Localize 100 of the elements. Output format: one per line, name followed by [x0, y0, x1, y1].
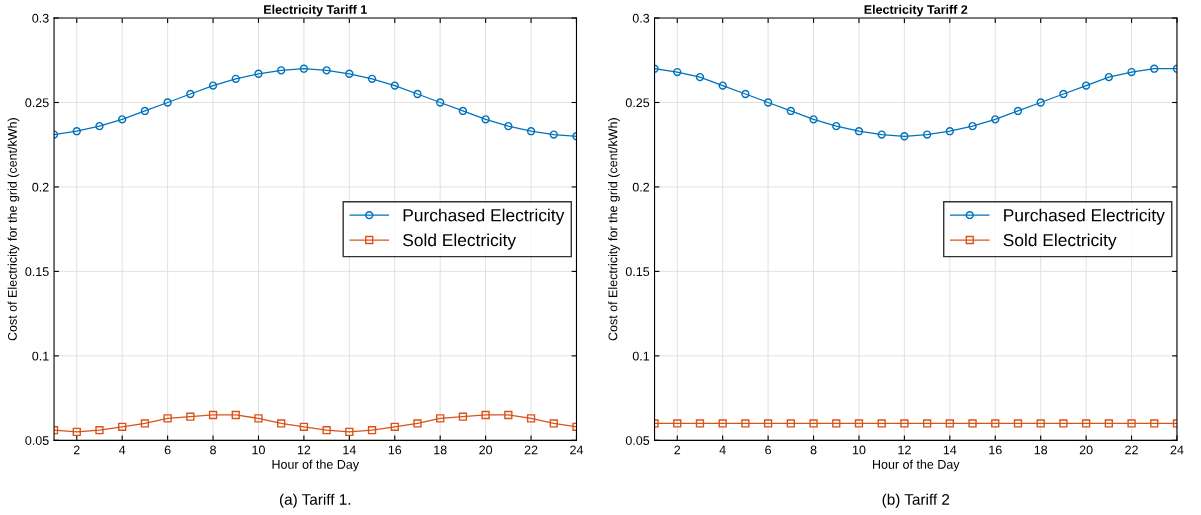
y-tick-label: 0.3 — [32, 13, 49, 23]
point — [900, 419, 909, 428]
y-tick-label: 0.15 — [625, 267, 650, 277]
point — [1036, 98, 1045, 107]
legend-label: Sold Electricity — [1003, 233, 1117, 250]
point — [118, 422, 127, 431]
point — [163, 414, 172, 423]
y-tick-label: 0.15 — [25, 267, 49, 277]
point — [991, 115, 1000, 124]
point — [786, 106, 795, 116]
point — [854, 127, 864, 136]
y-tick-label: 0.25 — [625, 98, 650, 108]
point — [390, 81, 399, 90]
point — [549, 130, 558, 139]
x-tick-label: 14 — [343, 445, 356, 455]
x-tick-label: 8 — [210, 445, 216, 455]
point — [458, 412, 468, 421]
y-tick-label: 0.1 — [632, 351, 650, 361]
x-tick-label: 16 — [388, 445, 402, 455]
point — [877, 419, 886, 428]
point — [504, 410, 513, 420]
point — [72, 427, 81, 437]
x-tick-label: 24 — [1170, 445, 1184, 455]
x-tick-label: 24 — [570, 445, 584, 455]
point — [367, 74, 377, 84]
point — [1104, 419, 1114, 428]
y-tick-label: 0.2 — [632, 182, 650, 192]
y-tick-label: 0.3 — [632, 13, 650, 23]
point — [549, 419, 558, 428]
point — [322, 426, 331, 435]
y-tick-label: 0.25 — [25, 98, 49, 108]
point — [945, 419, 955, 428]
point — [1081, 81, 1091, 90]
point — [140, 106, 150, 116]
x-tick-label: 16 — [989, 445, 1002, 455]
point — [140, 419, 150, 428]
point — [345, 427, 354, 437]
x-tick-label: 18 — [1034, 445, 1048, 455]
point — [1150, 64, 1159, 73]
point — [763, 419, 773, 428]
x-tick-label: 14 — [943, 445, 957, 455]
y-tick-label: 0.05 — [25, 436, 49, 445]
point — [1150, 419, 1159, 428]
text: (b) Tariff 2 — [882, 493, 950, 508]
x-tick-label: 4 — [719, 445, 726, 455]
point — [231, 410, 240, 420]
point — [832, 121, 841, 131]
text: (a) Tariff 1. — [279, 493, 351, 508]
point — [945, 127, 955, 136]
x-tick-label: 4 — [119, 445, 126, 455]
y-tick-label: 0.1 — [32, 351, 49, 361]
point — [186, 89, 195, 99]
point — [695, 419, 705, 428]
point — [322, 66, 331, 75]
point — [877, 130, 886, 139]
point — [526, 127, 536, 136]
x-tick-label: 12 — [898, 445, 911, 455]
point — [968, 121, 977, 131]
point — [481, 410, 490, 420]
point — [809, 419, 818, 428]
point — [1059, 89, 1068, 99]
point — [718, 419, 727, 428]
point — [436, 414, 445, 423]
y-axis-title: Cost of Electricity for the grid (cent/kWh) — [608, 118, 620, 341]
point — [1059, 419, 1068, 428]
point — [1013, 419, 1023, 428]
point — [504, 121, 513, 131]
chart-title: Electricity Tariff 2 — [864, 4, 968, 17]
x-tick-label: 12 — [297, 445, 311, 455]
point — [991, 419, 1000, 428]
point — [673, 67, 682, 77]
point — [458, 106, 468, 116]
y-tick-label: 0.2 — [32, 182, 49, 192]
x-tick-label: 22 — [1125, 445, 1138, 455]
point — [481, 115, 490, 124]
point — [1036, 419, 1045, 428]
point — [208, 81, 218, 90]
point — [786, 419, 795, 428]
chart-title: Electricity Tariff 1 — [264, 4, 367, 17]
point — [1127, 67, 1136, 77]
point — [809, 115, 818, 124]
x-tick-label: 20 — [479, 445, 493, 455]
point — [345, 69, 354, 78]
x-axis-title: Hour of the Day — [873, 459, 960, 472]
point — [526, 414, 536, 423]
x-tick-label: 6 — [164, 445, 171, 455]
legend-label: Sold Electricity — [403, 233, 517, 250]
point — [673, 419, 682, 428]
point — [1104, 72, 1114, 82]
point — [968, 419, 977, 428]
point — [390, 422, 399, 431]
x-tick-label: 22 — [524, 445, 538, 455]
point — [95, 426, 104, 435]
x-tick-label: 2 — [73, 445, 80, 455]
point — [118, 115, 127, 124]
point — [1127, 419, 1136, 428]
point — [163, 98, 172, 107]
point — [72, 127, 81, 136]
point — [832, 419, 841, 428]
x-tick-label: 6 — [765, 445, 772, 455]
